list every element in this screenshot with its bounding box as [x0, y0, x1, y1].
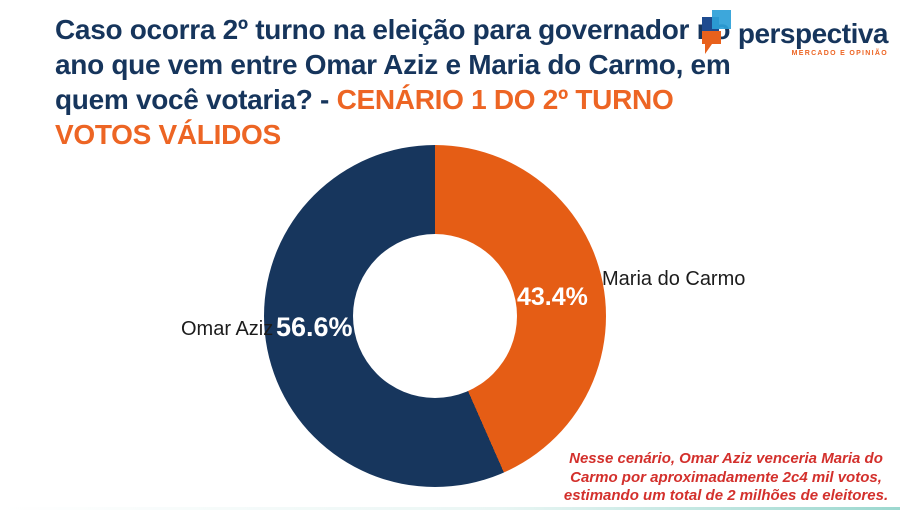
title-block: Caso ocorra 2º turno na eleição para gov…	[55, 12, 760, 152]
slice-label-omar-aziz: Omar Aziz	[181, 318, 274, 340]
slice-value-maria-do-carmo: 43.4%	[517, 283, 588, 311]
brand-name: perspectiva	[737, 18, 889, 49]
donut-hole	[353, 234, 517, 398]
perspectiva-logo: perspectiva MERCADO E OPINIÃO	[699, 8, 889, 61]
donut-chart	[264, 145, 606, 487]
votes-valid-label: VOTOS VÁLIDOS	[55, 119, 281, 150]
scenario-label: CENÁRIO 1 DO 2º TURNO	[336, 84, 674, 115]
bottom-accent-bar	[0, 507, 900, 510]
speech-bubbles-icon	[699, 8, 735, 61]
slice-label-maria-do-carmo: Maria do Carmo	[602, 268, 746, 290]
footnote-text: Nesse cenário, Omar Aziz venceria Maria …	[563, 449, 889, 505]
slice-value-omar-aziz: 56.6%	[276, 312, 353, 342]
logo-text: perspectiva MERCADO E OPINIÃO	[737, 8, 889, 58]
brand-tagline: MERCADO E OPINIÃO	[791, 50, 888, 57]
poll-question: Caso ocorra 2º turno na eleição para gov…	[55, 14, 731, 115]
